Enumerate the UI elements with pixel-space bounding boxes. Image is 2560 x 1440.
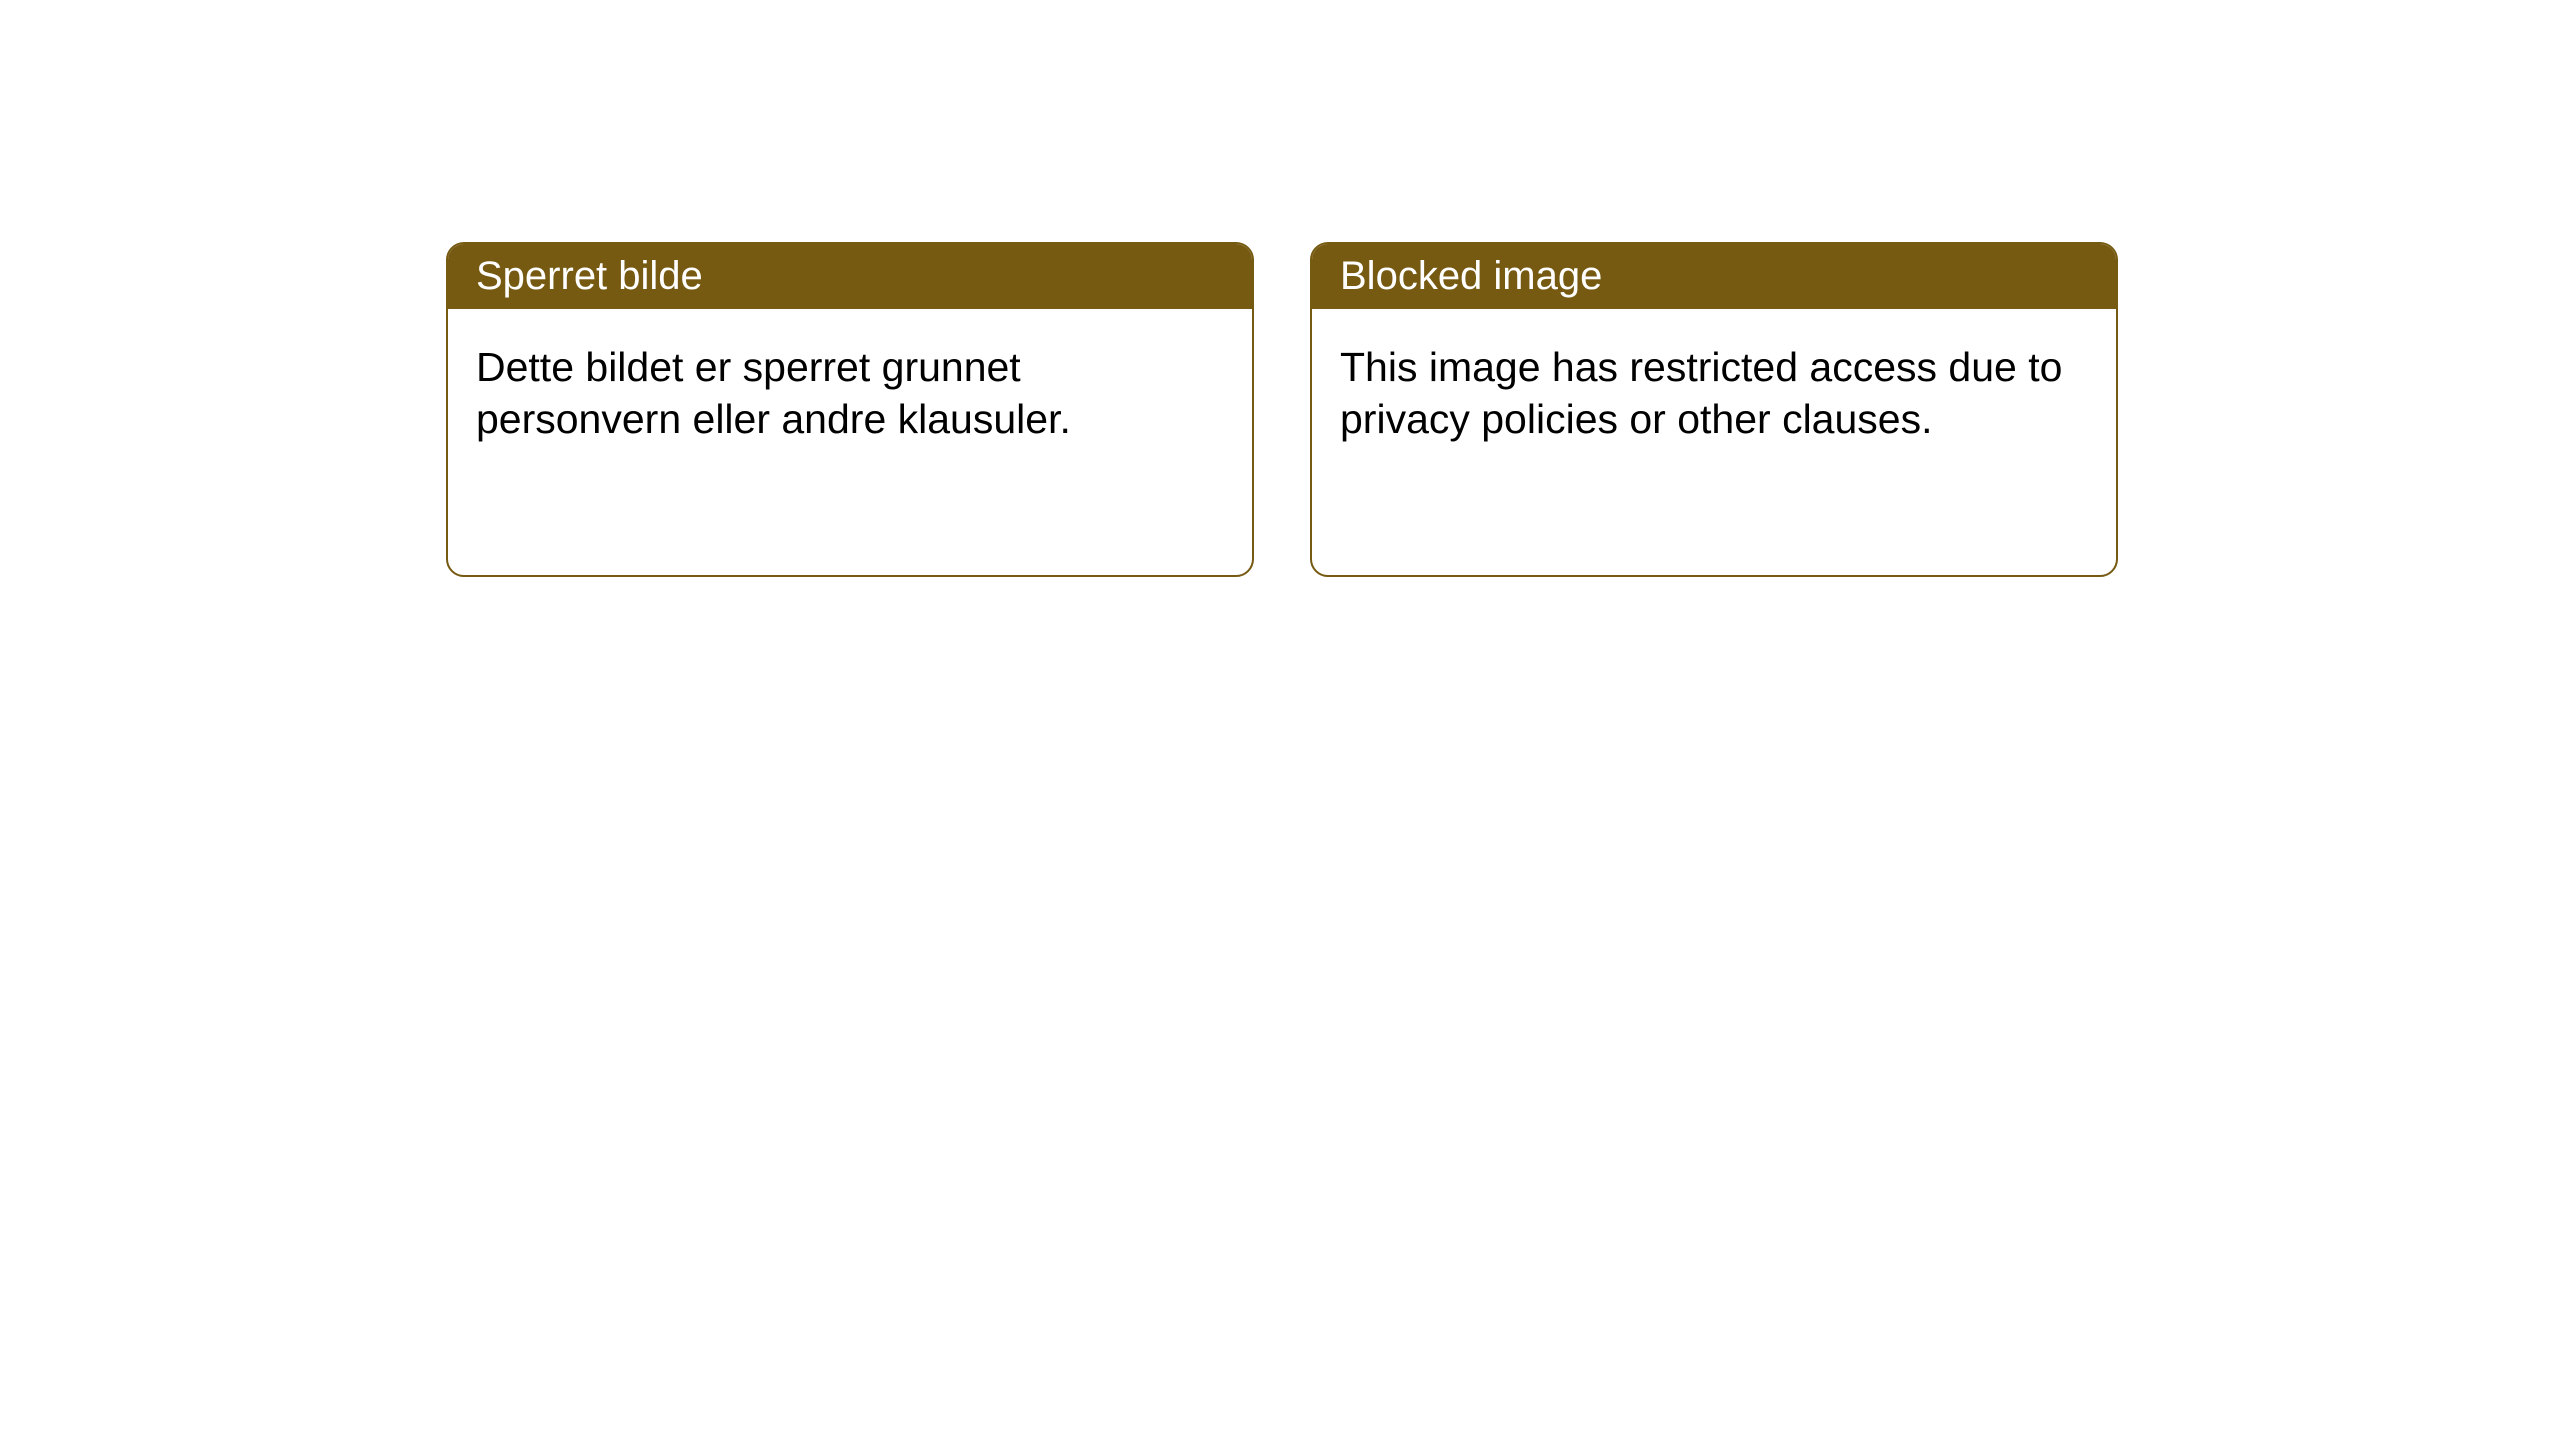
card-message: Dette bildet er sperret grunnet personve… xyxy=(476,344,1071,442)
card-header: Sperret bilde xyxy=(448,244,1252,309)
card-title: Sperret bilde xyxy=(476,254,703,298)
notice-cards-container: Sperret bilde Dette bildet er sperret gr… xyxy=(446,242,2118,577)
card-body: This image has restricted access due to … xyxy=(1312,309,2116,477)
notice-card-english: Blocked image This image has restricted … xyxy=(1310,242,2118,577)
card-title: Blocked image xyxy=(1340,254,1602,298)
card-header: Blocked image xyxy=(1312,244,2116,309)
notice-card-norwegian: Sperret bilde Dette bildet er sperret gr… xyxy=(446,242,1254,577)
card-message: This image has restricted access due to … xyxy=(1340,344,2062,442)
card-body: Dette bildet er sperret grunnet personve… xyxy=(448,309,1252,477)
